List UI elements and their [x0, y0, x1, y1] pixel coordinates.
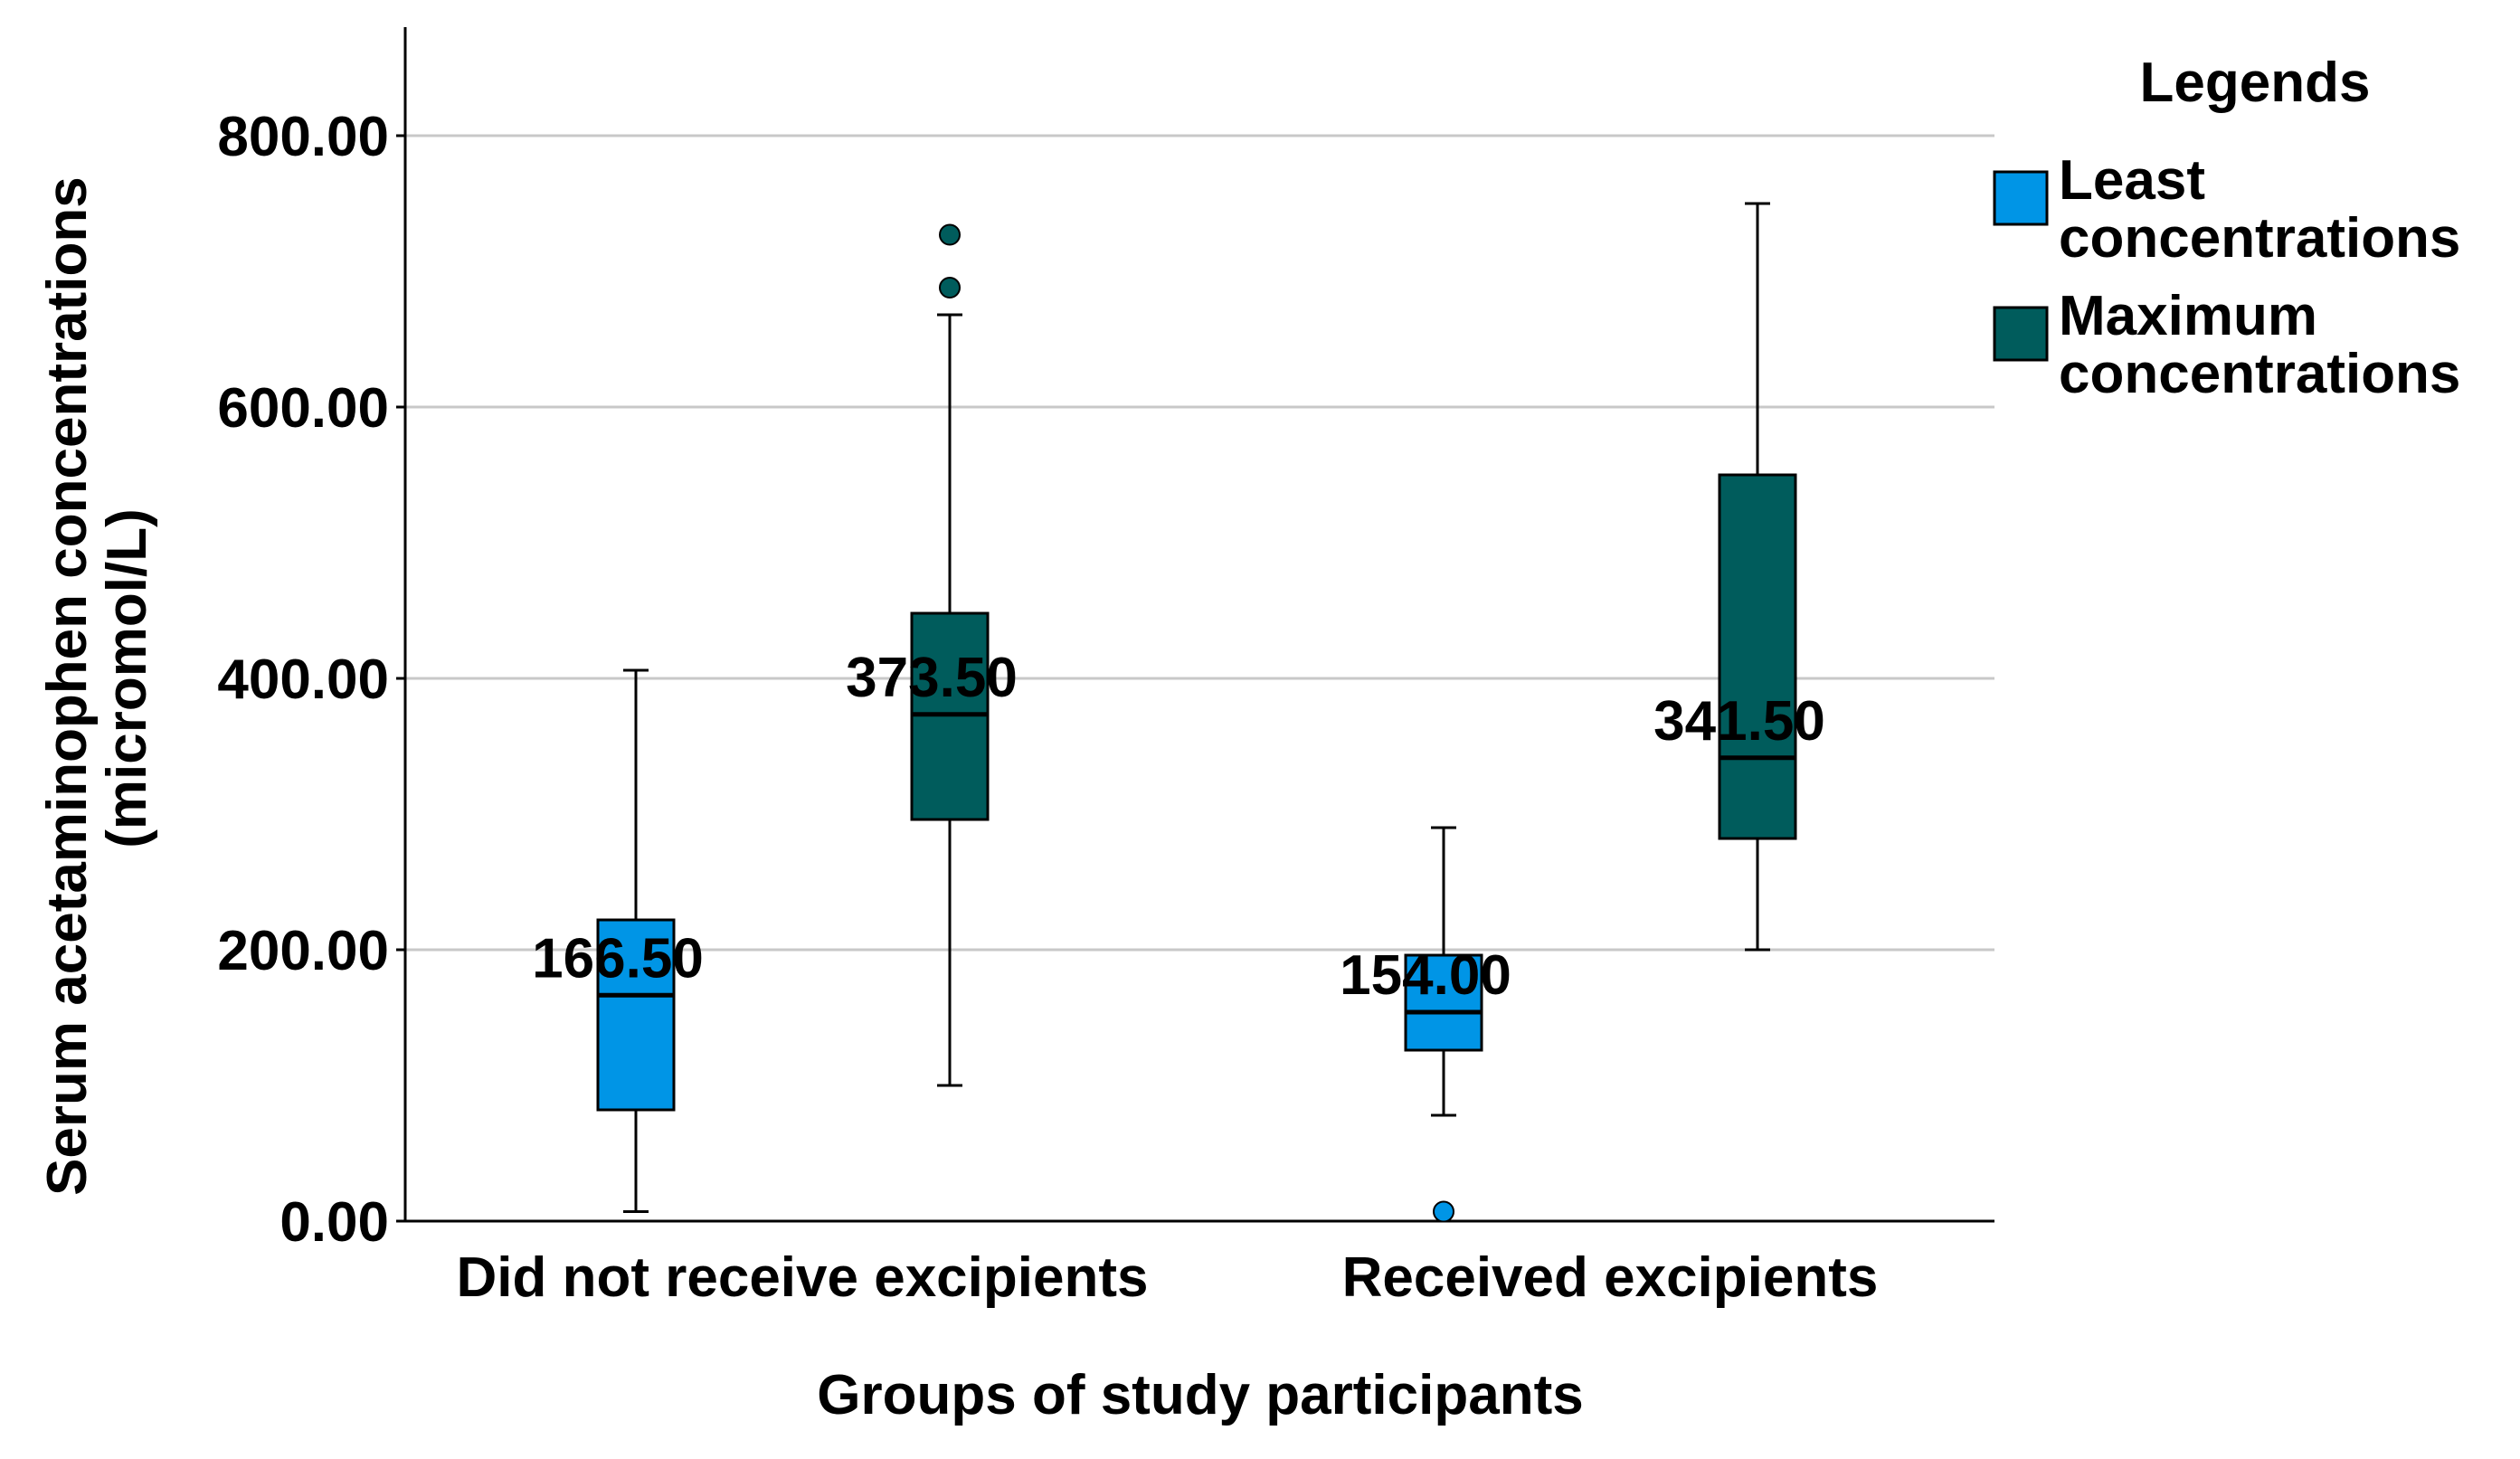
x-tick-label: Did not receive excipients [457, 1246, 1149, 1309]
box [596, 668, 676, 1213]
outlier-point [939, 223, 961, 246]
y-tick-label: 0.00 [279, 1191, 389, 1254]
box [910, 223, 990, 1087]
box [1404, 826, 1483, 1223]
legend-label-line1: Least [2059, 149, 2205, 212]
box-body [1404, 953, 1483, 1052]
outlier-point [1433, 1200, 1454, 1223]
x-axis-title: Groups of study participants [817, 1364, 1583, 1426]
y-axis-title: Serum acetaminophen concentrations (micr… [36, 161, 158, 1196]
axes [403, 27, 1994, 1223]
y-tick-label: 400.00 [217, 649, 389, 711]
boxes [596, 202, 1797, 1223]
y-tick-label: 600.00 [217, 377, 389, 440]
x-tick-labels: Did not receive excipients Received excip… [457, 1246, 1879, 1309]
legend-label-line2: concentrations [2059, 343, 2460, 405]
x-tick-label: Received excipients [1342, 1246, 1879, 1309]
median-label: 166.50 [532, 927, 704, 990]
legend-title: Legends [2140, 52, 2371, 114]
legend: Legends LeastconcentrationsMaximumconcen… [1993, 52, 2460, 405]
outlier-point [939, 277, 961, 298]
y-axis-title-line1: Serum acetaminophen concentrations [36, 176, 99, 1196]
median-labels: 166.50 154.00 373.50 341.50 [532, 647, 1825, 1007]
median-label: 154.00 [1340, 944, 1511, 1007]
y-axis-title-line2: (micromol/L) [96, 508, 158, 848]
legend-swatch [1993, 306, 2049, 362]
median-label: 373.50 [846, 647, 1018, 709]
box [1718, 202, 1797, 952]
legend-swatch [1993, 170, 2049, 226]
y-ticks: 0.00 200.00 400.00 600.00 800.00 [217, 106, 405, 1254]
y-tick-label: 200.00 [217, 920, 389, 982]
y-tick-label: 800.00 [217, 106, 389, 168]
median-label: 341.50 [1653, 690, 1825, 753]
legend-label-line1: Maximum [2059, 285, 2317, 347]
box-body [596, 918, 676, 1112]
legend-label-line2: concentrations [2059, 207, 2460, 270]
box-body [1718, 473, 1797, 840]
